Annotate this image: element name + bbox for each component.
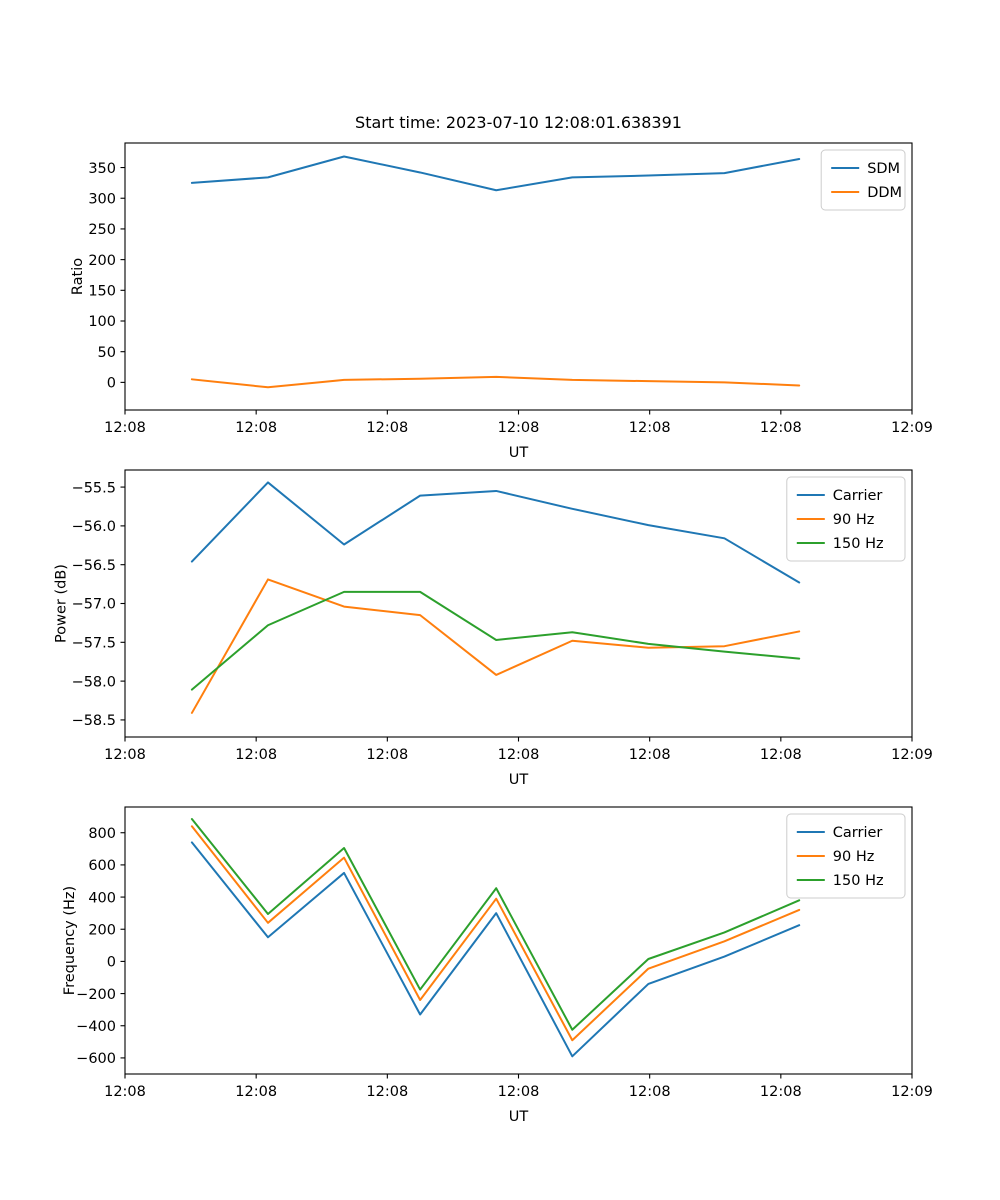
y-tick-label: 0: [107, 955, 116, 971]
y-tick-label: 250: [88, 222, 116, 238]
y-tick-label: 150: [88, 284, 116, 300]
y-tick-label: 100: [88, 314, 116, 330]
legend-label-carrier: Carrier: [833, 825, 883, 841]
x-tick-label: 12:09: [891, 1084, 933, 1100]
chart-title: Start time: 2023-07-10 12:08:01.638391: [355, 113, 682, 132]
x-tick-label: 12:08: [104, 1084, 146, 1100]
series-line-90-hz: [190, 578, 801, 714]
legend-label-90-hz: 90 Hz: [833, 849, 875, 865]
y-tick-label: 200: [88, 922, 116, 938]
y-tick-label: −57.5: [72, 636, 116, 652]
x-tick-label: 12:08: [104, 420, 146, 436]
series-line-sdm: [190, 155, 801, 192]
y-axis-label: Ratio: [70, 258, 86, 295]
data-series-group: [190, 481, 801, 714]
subplot-ratio: Start time: 2023-07-10 12:08:01.638391 12…: [0, 0, 1000, 461]
x-tick-label: 12:08: [104, 747, 146, 763]
y-tick-label: −200: [76, 987, 116, 1003]
legend-label-carrier: Carrier: [833, 488, 883, 504]
x-tick-label: 12:08: [235, 1084, 277, 1100]
y-tick-label: −600: [76, 1051, 116, 1067]
legend-frame: [786, 476, 906, 562]
x-tick-label: 12:08: [760, 420, 802, 436]
series-line-carrier: [190, 481, 801, 584]
y-tick-label: −56.0: [72, 519, 116, 535]
x-tick-label: 12:08: [760, 1084, 802, 1100]
x-tick-label: 12:08: [760, 747, 802, 763]
subplot-frequency: 12:08 12:08 12:08 12:08 12:08 12:08 12:09 −600 −…: [0, 790, 1000, 1200]
x-tick-label: 12:08: [629, 747, 671, 763]
power-chart-svg: 12:08 12:08 12:08 12:08 12:08 12:08 12:09 −58.5…: [54, 469, 933, 788]
legend-label-150-hz: 150 Hz: [833, 873, 884, 889]
legend[interactable]: Carrier 90 Hz 150 Hz: [786, 813, 906, 899]
ratio-chart-svg: Start time: 2023-07-10 12:08:01.638391 12…: [70, 113, 933, 461]
series-line-90-hz: [190, 825, 801, 1042]
y-tick-label: −57.0: [72, 597, 116, 613]
x-tick-label: 12:08: [498, 1084, 540, 1100]
x-axis-label: UT: [509, 445, 529, 461]
legend-frame: [820, 149, 906, 211]
y-tick-label: −400: [76, 1019, 116, 1035]
y-tick-label: 50: [98, 345, 116, 361]
legend-frame: [786, 813, 906, 899]
x-tick-label: 12:08: [498, 420, 540, 436]
x-tick-label: 12:09: [891, 420, 933, 436]
series-line-150-hz: [190, 590, 801, 691]
y-tick-label: 300: [88, 191, 116, 207]
legend[interactable]: Carrier 90 Hz 150 Hz: [786, 476, 906, 562]
legend-label-sdm: SDM: [867, 161, 900, 177]
y-tick-label: −55.5: [72, 480, 116, 496]
x-tick-label: 12:08: [366, 747, 408, 763]
axes-frame: [124, 142, 913, 411]
subplot-power: 12:08 12:08 12:08 12:08 12:08 12:08 12:09 −58.5…: [0, 460, 1000, 790]
y-tick-label: 400: [88, 890, 116, 906]
y-axis-label: Power (dB): [54, 564, 70, 643]
x-tick-label: 12:08: [235, 420, 277, 436]
data-series-group: [190, 155, 801, 389]
frequency-chart-svg: 12:08 12:08 12:08 12:08 12:08 12:08 12:09 −600 −…: [62, 806, 933, 1125]
legend[interactable]: SDM DDM: [820, 149, 906, 211]
legend-label-90-hz: 90 Hz: [833, 512, 875, 528]
y-tick-label: −58.5: [72, 713, 116, 729]
y-axis-label: Frequency (Hz): [62, 886, 78, 995]
series-line-ddm: [190, 375, 801, 389]
x-axis-label: UT: [509, 772, 529, 788]
series-line-150-hz: [190, 818, 801, 1031]
x-tick-label: 12:08: [629, 1084, 671, 1100]
y-tick-label: 600: [88, 858, 116, 874]
series-line-carrier: [190, 841, 801, 1058]
x-tick-label: 12:09: [891, 747, 933, 763]
x-tick-label: 12:08: [629, 420, 671, 436]
x-tick-label: 12:08: [366, 420, 408, 436]
y-tick-label: −56.5: [72, 558, 116, 574]
legend-label-150-hz: 150 Hz: [833, 536, 884, 552]
y-tick-label: −58.0: [72, 674, 116, 690]
y-tick-label: 200: [88, 253, 116, 269]
x-tick-label: 12:08: [235, 747, 277, 763]
x-tick-label: 12:08: [498, 747, 540, 763]
y-tick-label: 350: [88, 161, 116, 177]
y-tick-label: 800: [88, 826, 116, 842]
y-tick-label: 0: [107, 376, 116, 392]
data-series-group: [190, 818, 801, 1058]
x-tick-label: 12:08: [366, 1084, 408, 1100]
x-axis-label: UT: [509, 1109, 529, 1125]
legend-label-ddm: DDM: [867, 185, 902, 201]
